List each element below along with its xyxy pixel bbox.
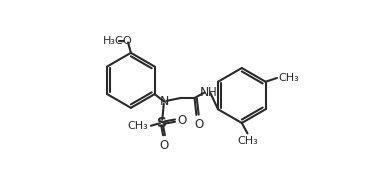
Text: S: S [157, 116, 167, 129]
Text: N: N [200, 86, 209, 99]
Text: CH₃: CH₃ [127, 121, 148, 131]
Text: H₃C: H₃C [102, 36, 123, 46]
Text: O: O [177, 114, 187, 127]
Text: O: O [194, 118, 203, 131]
Text: H: H [208, 86, 216, 99]
Text: N: N [159, 95, 169, 108]
Text: O: O [123, 36, 131, 46]
Text: CH₃: CH₃ [237, 136, 258, 146]
Text: O: O [159, 139, 169, 152]
Text: CH₃: CH₃ [278, 73, 299, 83]
